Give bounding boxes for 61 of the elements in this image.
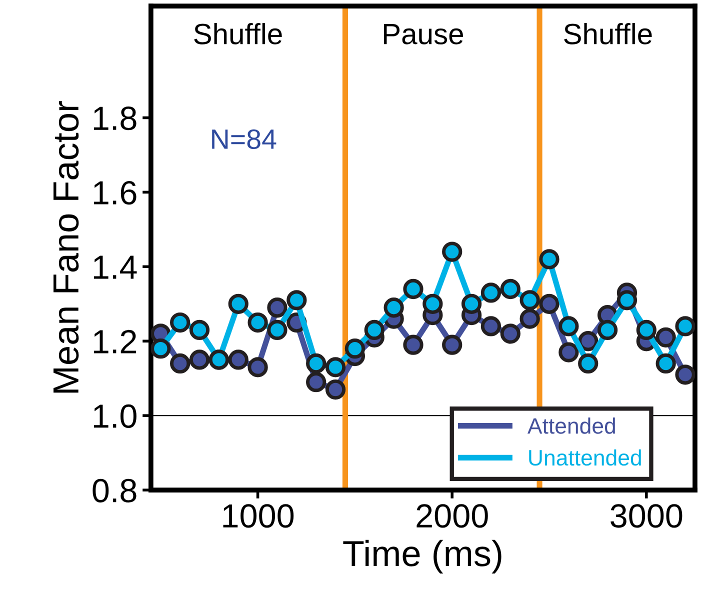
point [539, 249, 560, 270]
point [248, 357, 268, 378]
point [520, 308, 540, 329]
point [675, 364, 695, 385]
annotation: Shuffle [564, 22, 652, 44]
point [267, 320, 288, 340]
legend-label: Attended [527, 418, 615, 434]
point [422, 294, 443, 314]
point [616, 290, 638, 310]
point [539, 294, 560, 314]
point [384, 298, 404, 318]
point [578, 353, 598, 374]
point [189, 350, 210, 370]
point [636, 320, 656, 340]
point [344, 338, 366, 359]
point [325, 357, 346, 378]
point [228, 294, 248, 314]
point [461, 294, 482, 314]
point [520, 290, 540, 310]
point [656, 353, 676, 374]
point [170, 312, 190, 333]
y-tick-label: 1.6 [94, 181, 136, 205]
annotation: N=84 [212, 129, 276, 150]
point [442, 334, 462, 355]
point [656, 327, 676, 348]
point [248, 312, 268, 333]
point [189, 320, 210, 340]
legend-label: Unattended [529, 449, 641, 466]
x-tick-label: 2000 [416, 504, 488, 528]
point [500, 324, 520, 344]
point [150, 338, 171, 359]
y-tick-label: 0.8 [92, 478, 136, 502]
point [480, 282, 502, 303]
annotation: Shuffle [194, 22, 282, 44]
x-tick-label: 1000 [223, 504, 294, 528]
point [558, 342, 579, 362]
point [306, 372, 326, 392]
point [306, 353, 326, 374]
point [267, 298, 288, 318]
point [325, 379, 346, 400]
point [675, 316, 695, 336]
x-tick-label: 3000 [610, 504, 682, 528]
point [597, 320, 618, 340]
point [500, 278, 520, 300]
annotation: Pause [384, 24, 464, 44]
y-tick-label: 1.8 [94, 106, 136, 130]
x-axis-title: Time (ms) [343, 540, 502, 574]
point [364, 320, 384, 340]
point [480, 316, 502, 336]
y-tick-label: 1.2 [94, 330, 136, 354]
point [578, 331, 598, 352]
point [403, 334, 424, 355]
y-axis-title: Mean Fano Factor [54, 101, 79, 393]
point [286, 290, 307, 310]
point [558, 316, 579, 336]
point [403, 278, 424, 300]
point [170, 353, 190, 374]
point [228, 350, 248, 370]
y-tick-label: 1.0 [94, 404, 136, 428]
y-tick-label: 1.4 [94, 256, 137, 279]
point [442, 242, 462, 262]
